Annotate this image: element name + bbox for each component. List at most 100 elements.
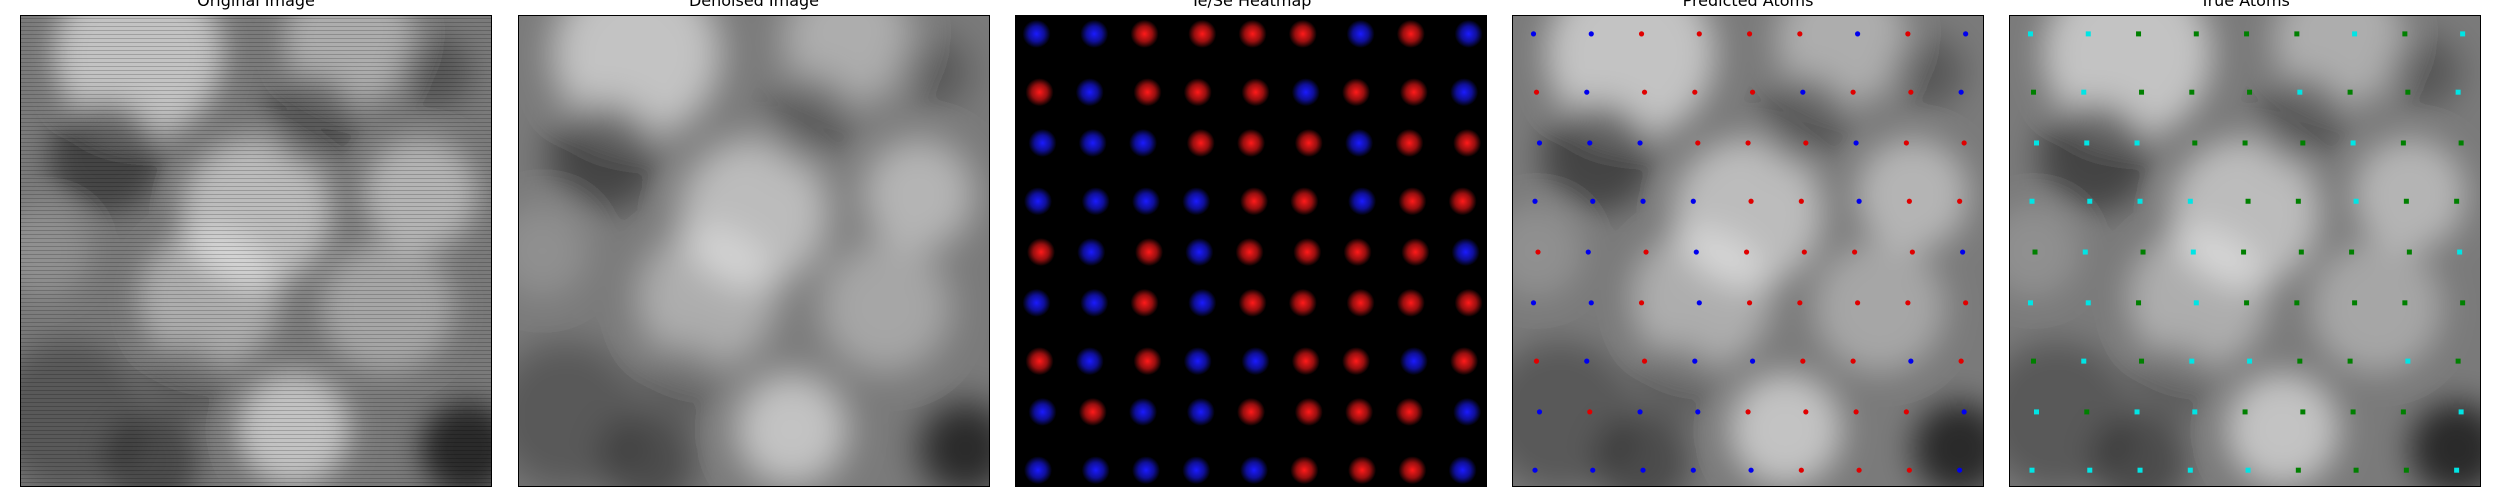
scan-line bbox=[21, 262, 491, 263]
se-heat-spot bbox=[1081, 456, 1110, 485]
predicted-te-atom bbox=[1852, 249, 1858, 255]
predicted-te-atom bbox=[1746, 31, 1753, 37]
scan-line bbox=[21, 366, 491, 367]
texture-blob bbox=[547, 100, 660, 214]
image-texture bbox=[2010, 16, 2480, 486]
texture-blob bbox=[2386, 34, 2462, 110]
se-heat-spot bbox=[1132, 187, 1161, 216]
scan-line bbox=[21, 346, 491, 347]
predicted-te-atom bbox=[1908, 89, 1914, 95]
texture-blob bbox=[2094, 415, 2189, 486]
te-heat-spot bbox=[1025, 347, 1054, 376]
predicted-te-atom bbox=[1853, 409, 1859, 415]
predicted-te-atom bbox=[1850, 89, 1856, 95]
se-heat-spot bbox=[1022, 19, 1051, 48]
texture-blob bbox=[641, 340, 726, 425]
scan-line bbox=[21, 254, 491, 255]
true-te-atom bbox=[2031, 89, 2036, 95]
texture-blob bbox=[364, 138, 477, 251]
scan-line bbox=[21, 106, 491, 107]
scan-line bbox=[21, 178, 491, 179]
scan-line bbox=[21, 62, 491, 63]
predicted-se-atom bbox=[1855, 31, 1861, 37]
true-te-atom bbox=[2295, 198, 2301, 204]
te-heat-spot bbox=[1133, 347, 1162, 376]
predicted-se-atom bbox=[1692, 358, 1698, 364]
scan-line bbox=[21, 102, 491, 103]
scan-line bbox=[21, 278, 491, 279]
se-heat-spot bbox=[1080, 288, 1109, 317]
te-heat-spot bbox=[1183, 78, 1212, 107]
te-heat-spot bbox=[1238, 19, 1267, 48]
scan-line bbox=[21, 330, 491, 331]
te-heat-spot bbox=[1396, 288, 1425, 317]
scan-line bbox=[21, 234, 491, 235]
true-atoms-image bbox=[2009, 15, 2481, 487]
te-heat-spot bbox=[1288, 288, 1317, 317]
scan-line bbox=[21, 138, 491, 139]
predicted-te-atom bbox=[1533, 358, 1540, 364]
true-se-atom bbox=[2460, 31, 2466, 37]
te-heat-spot bbox=[1290, 456, 1319, 485]
scan-lines bbox=[21, 18, 491, 483]
scan-line bbox=[21, 158, 491, 159]
predicted-te-atom bbox=[1641, 358, 1648, 364]
scan-line bbox=[21, 110, 491, 111]
predicted-se-atom bbox=[1590, 198, 1596, 204]
scan-line bbox=[21, 298, 491, 299]
texture-blob bbox=[1635, 340, 1720, 425]
predicted-se-atom bbox=[1585, 249, 1591, 255]
te-heat-spot bbox=[1240, 187, 1269, 216]
se-heat-spot bbox=[1075, 78, 1104, 107]
scan-line bbox=[21, 222, 491, 223]
se-heat-spot bbox=[1454, 19, 1483, 48]
predicted-te-atom bbox=[1638, 300, 1645, 306]
scan-line bbox=[21, 126, 491, 127]
scan-line bbox=[21, 34, 491, 35]
te-heat-spot bbox=[1345, 397, 1374, 426]
scan-line bbox=[21, 290, 491, 291]
se-heat-spot bbox=[1450, 78, 1479, 107]
texture-blob bbox=[1889, 34, 1965, 110]
true-te-atom bbox=[2192, 140, 2198, 146]
predicted-se-atom bbox=[1690, 198, 1696, 204]
true-se-atom bbox=[2085, 300, 2091, 306]
texture-blob bbox=[2226, 373, 2339, 486]
predicted-se-atom bbox=[1584, 358, 1590, 364]
predicted-te-atom bbox=[1958, 358, 1964, 364]
scan-line bbox=[21, 122, 491, 123]
predicted-te-atom bbox=[1746, 300, 1753, 306]
scan-line bbox=[21, 114, 491, 115]
true-te-atom bbox=[2405, 89, 2411, 95]
predicted-te-atom bbox=[1801, 249, 1807, 255]
scan-line bbox=[21, 294, 491, 295]
se-heat-spot bbox=[1183, 347, 1212, 376]
scan-line bbox=[21, 226, 491, 227]
scan-line bbox=[21, 118, 491, 119]
scan-line bbox=[21, 82, 491, 83]
scan-line bbox=[21, 30, 491, 31]
texture-blob bbox=[1513, 204, 1584, 298]
scan-line bbox=[21, 422, 491, 423]
texture-blob bbox=[1757, 72, 1852, 167]
se-heat-spot bbox=[1241, 347, 1270, 376]
true-se-atom bbox=[2187, 467, 2193, 473]
predicted-te-atom bbox=[1803, 140, 1809, 146]
scan-line bbox=[21, 326, 491, 327]
texture-blob bbox=[819, 241, 952, 374]
te-heat-spot bbox=[1133, 78, 1162, 107]
scan-line bbox=[21, 26, 491, 27]
texture-blob bbox=[918, 401, 989, 486]
scan-line bbox=[21, 410, 491, 411]
scan-line bbox=[21, 474, 491, 475]
true-se-atom bbox=[2137, 467, 2143, 473]
predicted-te-atom bbox=[1641, 89, 1648, 95]
te-heat-spot bbox=[1130, 19, 1159, 48]
predicted-te-atom bbox=[1850, 358, 1856, 364]
texture-blob bbox=[237, 373, 350, 486]
se-heat-spot bbox=[1182, 187, 1211, 216]
scan-line bbox=[21, 450, 491, 451]
predicted-se-atom bbox=[1640, 198, 1646, 204]
true-se-atom bbox=[2455, 89, 2461, 95]
true-te-atom bbox=[2242, 140, 2248, 146]
